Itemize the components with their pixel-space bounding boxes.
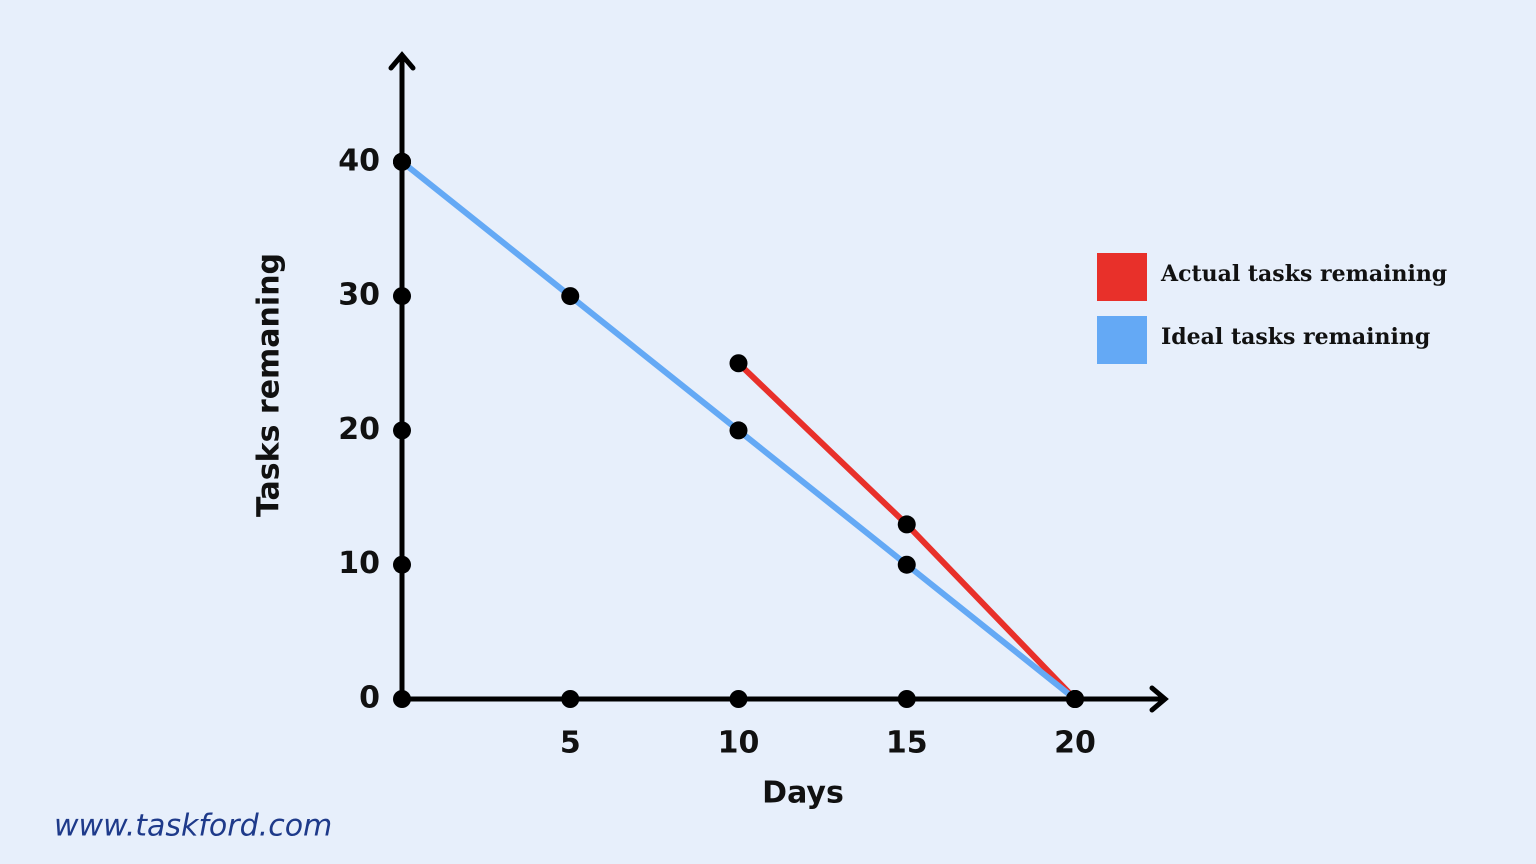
data-point — [561, 287, 580, 306]
y-axis-arrow — [388, 51, 416, 71]
y-tick-dot — [393, 690, 411, 708]
x-tick-dot — [897, 690, 916, 708]
x-tick-dot — [561, 690, 580, 708]
y-tick-dot — [393, 287, 411, 306]
x-tick-label: 15 — [886, 726, 928, 761]
x-tick-label: 20 — [1054, 726, 1096, 761]
y-tick-dot — [393, 421, 411, 440]
data-point — [897, 515, 916, 534]
y-tick-label: 30 — [338, 278, 380, 313]
y-tick-label: 40 — [338, 143, 380, 178]
y-tick-label: 0 — [359, 681, 380, 716]
data-point — [897, 555, 916, 574]
marks — [393, 152, 1084, 708]
data-point — [729, 354, 748, 373]
y-axis-title: Tasks remaning — [252, 253, 287, 517]
x-tick-label: 5 — [560, 726, 581, 761]
x-tick-dot — [729, 690, 748, 708]
x-axis-title: Days — [762, 776, 844, 811]
legend-swatch — [1097, 316, 1147, 364]
legend-swatch — [1097, 253, 1147, 301]
x-axis-arrow — [1149, 685, 1169, 713]
data-point — [729, 421, 748, 440]
y-tick-label: 10 — [338, 546, 380, 581]
legend-label: Ideal tasks remaining — [1161, 324, 1430, 350]
y-tick-label: 20 — [338, 412, 380, 447]
x-tick-label: 10 — [718, 726, 760, 761]
data-point — [393, 152, 411, 171]
watermark: www.taskford.com — [54, 809, 332, 844]
y-tick-dot — [393, 555, 411, 574]
data-point — [1066, 690, 1084, 708]
legend-label: Actual tasks remaining — [1160, 261, 1447, 287]
